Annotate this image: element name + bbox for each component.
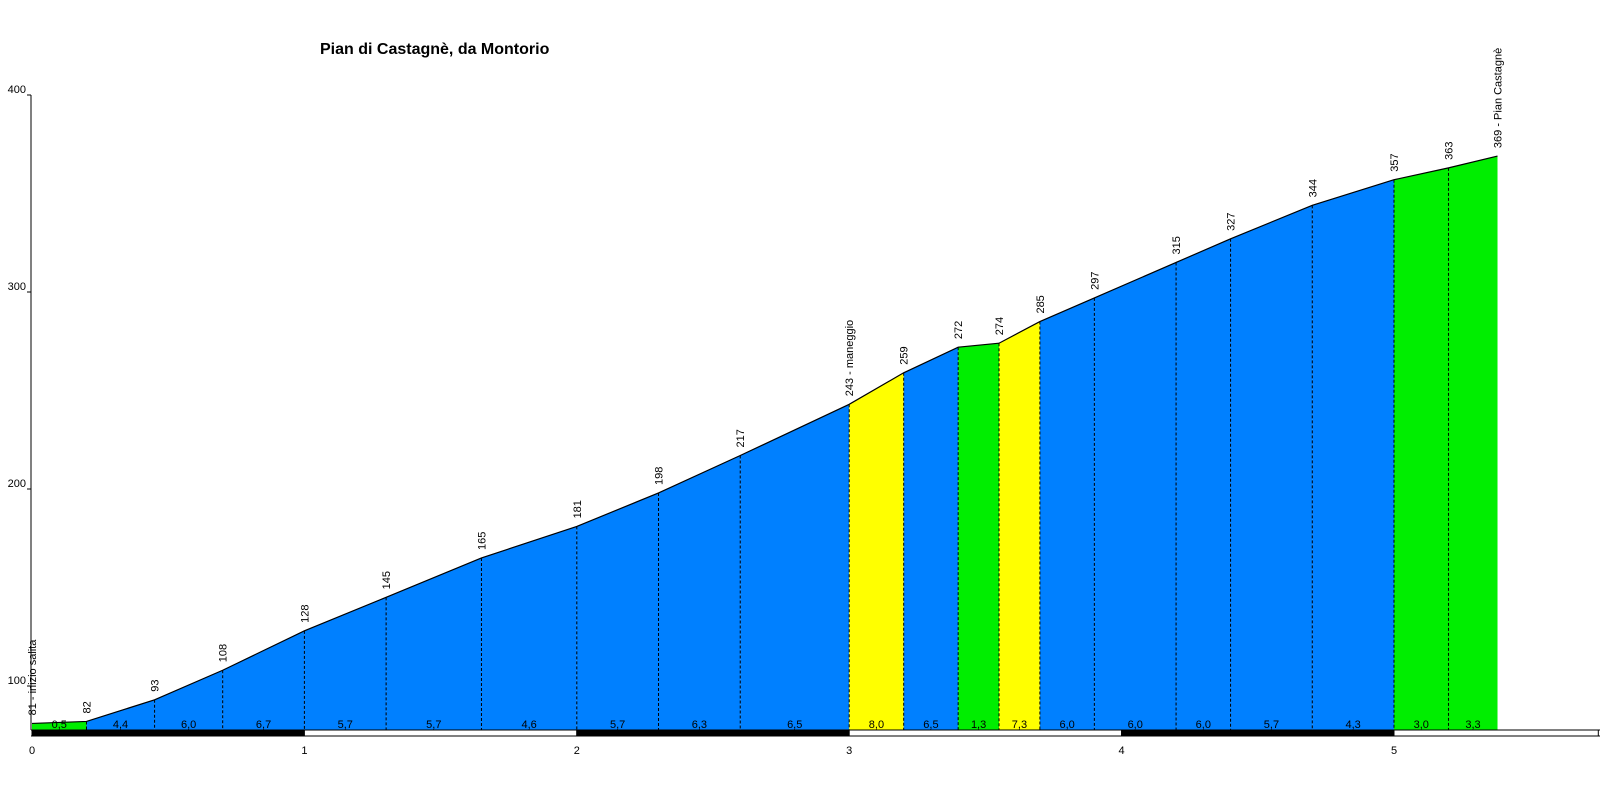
grade-label: 6,0 [1196,719,1211,731]
grade-label: 6,7 [256,719,271,731]
grade-label: 6,0 [1059,719,1074,731]
grade-label: 5,7 [1264,719,1279,731]
grade-labels: 0,5 4,4 6,0 6,7 5,7 5,7 4,6 5,7 6,3 6,5 8,0 6,5 1,3 7… [52,719,1481,731]
profile-segment [658,455,741,730]
grade-label: 5,7 [338,719,353,731]
elevation-label: 344 [1307,179,1319,197]
x-tick-label: 3 [846,745,852,757]
profile-segment [1394,167,1449,730]
axes: 100 200 300 400 0 1 2 3 4 5 [8,84,1600,757]
chart-title: Pian di Castagnè, da Montorio [320,41,550,58]
elevation-label: 82 [81,701,93,713]
elevation-label: 243 - maneggio [844,320,856,396]
x-tick-label: 5 [1391,745,1397,757]
elevation-label: 315 [1171,236,1183,254]
profile-segment [481,526,577,730]
grade-label: 8,0 [869,719,884,731]
y-tick-label: 400 [8,84,26,96]
profile-segment [1448,156,1498,730]
grade-label: 5,7 [610,719,625,731]
grade-label: 6,5 [923,719,938,731]
x-tick-label: 4 [1119,745,1125,757]
profile-segment [86,699,155,730]
grade-label: 4,6 [521,719,536,731]
grade-label: 6,0 [181,719,196,731]
grade-label: 6,5 [787,719,802,731]
profile-segment [849,372,904,730]
profile-segment [386,557,482,730]
profile-segment [1094,262,1177,730]
profile-segment [903,347,959,730]
grade-label: 6,3 [692,719,707,731]
x-tick-label: 2 [574,745,580,757]
elevation-labels: 81 - inizio salita 82 93 108 128 145 165 181 198… [27,48,1505,716]
elevation-label: 81 - inizio salita [27,639,39,716]
grade-label: 4,4 [113,719,128,731]
grade-label: 3,3 [1465,719,1480,731]
elevation-label: 259 [899,346,911,364]
elevation-label: 181 [572,500,584,518]
elevation-label: 128 [299,604,311,622]
grade-label: 6,0 [1128,719,1143,731]
elevation-label: 217 [735,429,747,447]
y-tick-label: 100 [8,675,26,687]
profile-segment [222,630,305,730]
y-tick-label: 200 [8,478,26,490]
profile-segment [154,670,223,730]
elevation-label: 369 - Pian Castagnè [1493,48,1505,148]
elevation-label: 198 [654,467,666,485]
segment-dividers [85,167,1449,730]
profile-segment [740,404,850,730]
profile-segment [32,721,87,730]
profile-segment [1039,297,1095,730]
elevation-label: 357 [1389,153,1401,171]
grade-label: 3,0 [1414,719,1429,731]
elevation-label: 297 [1089,272,1101,290]
grade-label: 5,7 [426,719,441,731]
profile-segment [304,597,387,730]
elevation-label: 327 [1226,212,1238,230]
elevation-label: 93 [150,680,162,692]
elevation-label: 145 [381,571,393,589]
profile-segment [999,321,1040,730]
profile-segment [1230,205,1313,730]
grade-label: 0,5 [52,719,67,731]
elevation-label: 285 [1035,295,1047,313]
profile-segment [576,492,659,730]
profile-segment [1176,238,1231,730]
y-tick-label: 300 [8,281,26,293]
elevation-label: 272 [953,321,965,339]
x-tick-label: 1 [301,745,307,757]
elevation-label: 274 [994,317,1006,335]
elevation-label: 363 [1443,142,1455,160]
x-tick-label: 0 [29,745,35,757]
profile-segment [1312,179,1394,730]
grade-label: 1,3 [971,719,986,731]
profile-segments [32,156,1498,730]
profile-segment [958,343,1000,730]
grade-label: 4,3 [1345,719,1360,731]
elevation-label: 108 [218,644,230,662]
elevation-label: 165 [476,532,488,550]
profile-line [31,155,1498,725]
grade-label: 7,3 [1012,719,1027,731]
